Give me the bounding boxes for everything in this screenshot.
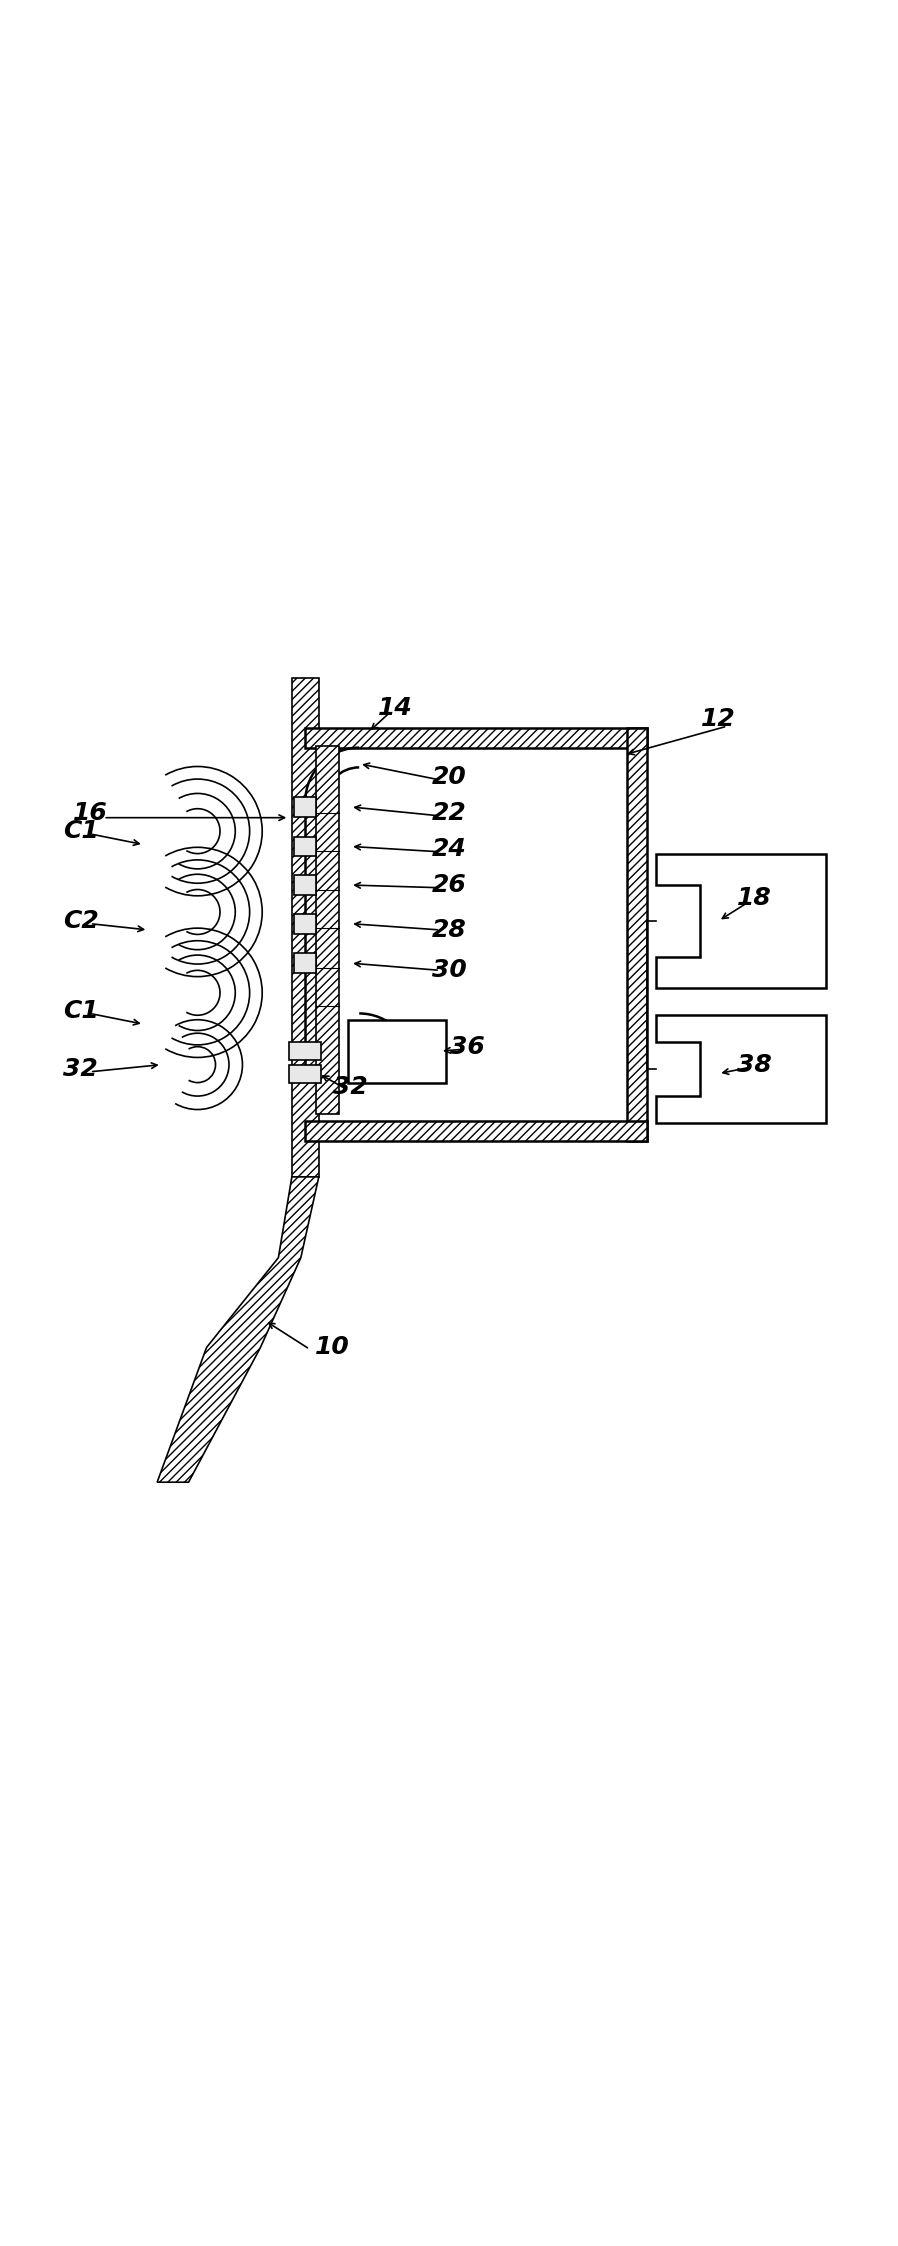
Text: C2: C2: [63, 910, 99, 932]
Polygon shape: [656, 1015, 826, 1123]
Text: 30: 30: [432, 959, 466, 982]
Polygon shape: [305, 728, 647, 748]
Polygon shape: [289, 1065, 321, 1083]
Text: 14: 14: [378, 696, 412, 721]
Polygon shape: [305, 1121, 647, 1141]
Text: 20: 20: [432, 766, 466, 788]
Polygon shape: [292, 678, 319, 1177]
Polygon shape: [294, 876, 316, 894]
Text: 32: 32: [333, 1076, 367, 1098]
Text: 26: 26: [432, 874, 466, 896]
Polygon shape: [627, 728, 647, 1141]
Text: 38: 38: [737, 1053, 771, 1076]
Text: 36: 36: [450, 1035, 484, 1058]
Text: 28: 28: [432, 919, 466, 941]
Text: 22: 22: [432, 802, 466, 824]
Text: 18: 18: [737, 887, 771, 910]
Polygon shape: [294, 914, 316, 934]
Text: 12: 12: [701, 707, 735, 730]
Polygon shape: [294, 952, 316, 973]
Polygon shape: [348, 1020, 446, 1083]
Polygon shape: [289, 1042, 321, 1060]
Polygon shape: [656, 853, 826, 988]
Polygon shape: [294, 797, 316, 818]
Text: 16: 16: [73, 802, 107, 824]
Text: 24: 24: [432, 838, 466, 860]
Text: C1: C1: [63, 999, 99, 1022]
Text: 32: 32: [64, 1058, 98, 1080]
Text: C1: C1: [63, 820, 99, 842]
Polygon shape: [157, 1177, 319, 1482]
Polygon shape: [316, 746, 339, 1114]
Polygon shape: [294, 836, 316, 856]
Text: 10: 10: [315, 1336, 349, 1359]
